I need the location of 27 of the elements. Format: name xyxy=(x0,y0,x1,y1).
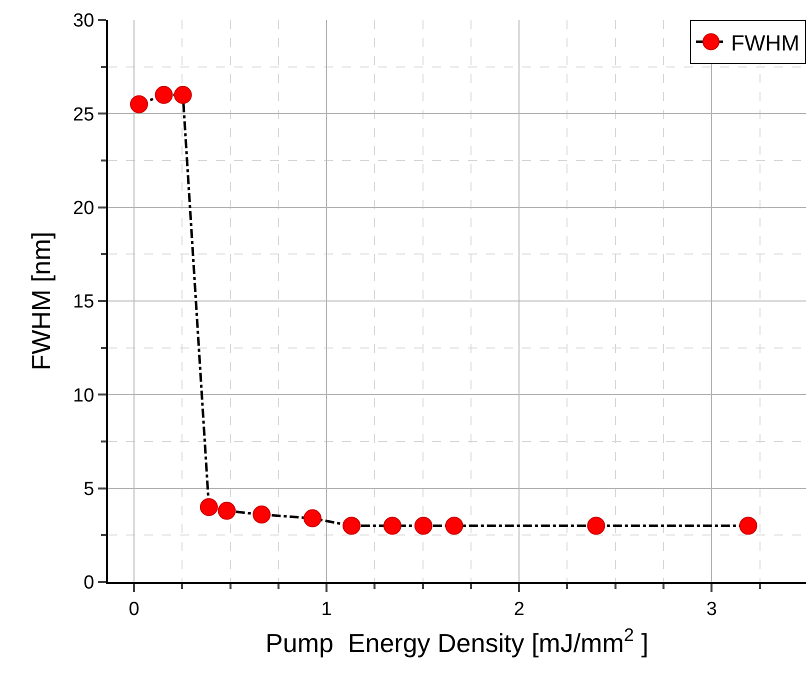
point xyxy=(414,516,432,535)
y-tick-label: 15 xyxy=(73,292,94,313)
point xyxy=(252,506,271,524)
x-axis-title: Pump Energy Density [mJ/mm$^{2}$ ] xyxy=(266,625,648,658)
y-tick-label: 0 xyxy=(84,572,94,594)
point xyxy=(342,516,361,535)
point xyxy=(739,516,758,535)
point xyxy=(218,502,236,520)
x-tick-label: 3 xyxy=(706,598,717,620)
point xyxy=(130,95,148,114)
point xyxy=(383,516,402,535)
x-tick-label: 0 xyxy=(128,598,140,620)
point xyxy=(174,86,192,104)
y-axis-title: FWHM [nm] xyxy=(26,232,56,370)
y-tick-label: 10 xyxy=(73,385,94,406)
legend-label: FWHM xyxy=(731,30,800,56)
y-tick-label: 5 xyxy=(84,478,94,500)
x-tick-label: 2 xyxy=(514,598,524,620)
y-tick-label: 20 xyxy=(73,198,94,219)
point xyxy=(587,516,606,535)
y-tick-label: 30 xyxy=(73,10,94,32)
point xyxy=(304,509,322,528)
point xyxy=(445,516,464,535)
x-tick-label: 1 xyxy=(321,598,332,620)
point xyxy=(200,498,218,516)
y-tick-label: 25 xyxy=(73,104,94,126)
point xyxy=(154,86,173,104)
